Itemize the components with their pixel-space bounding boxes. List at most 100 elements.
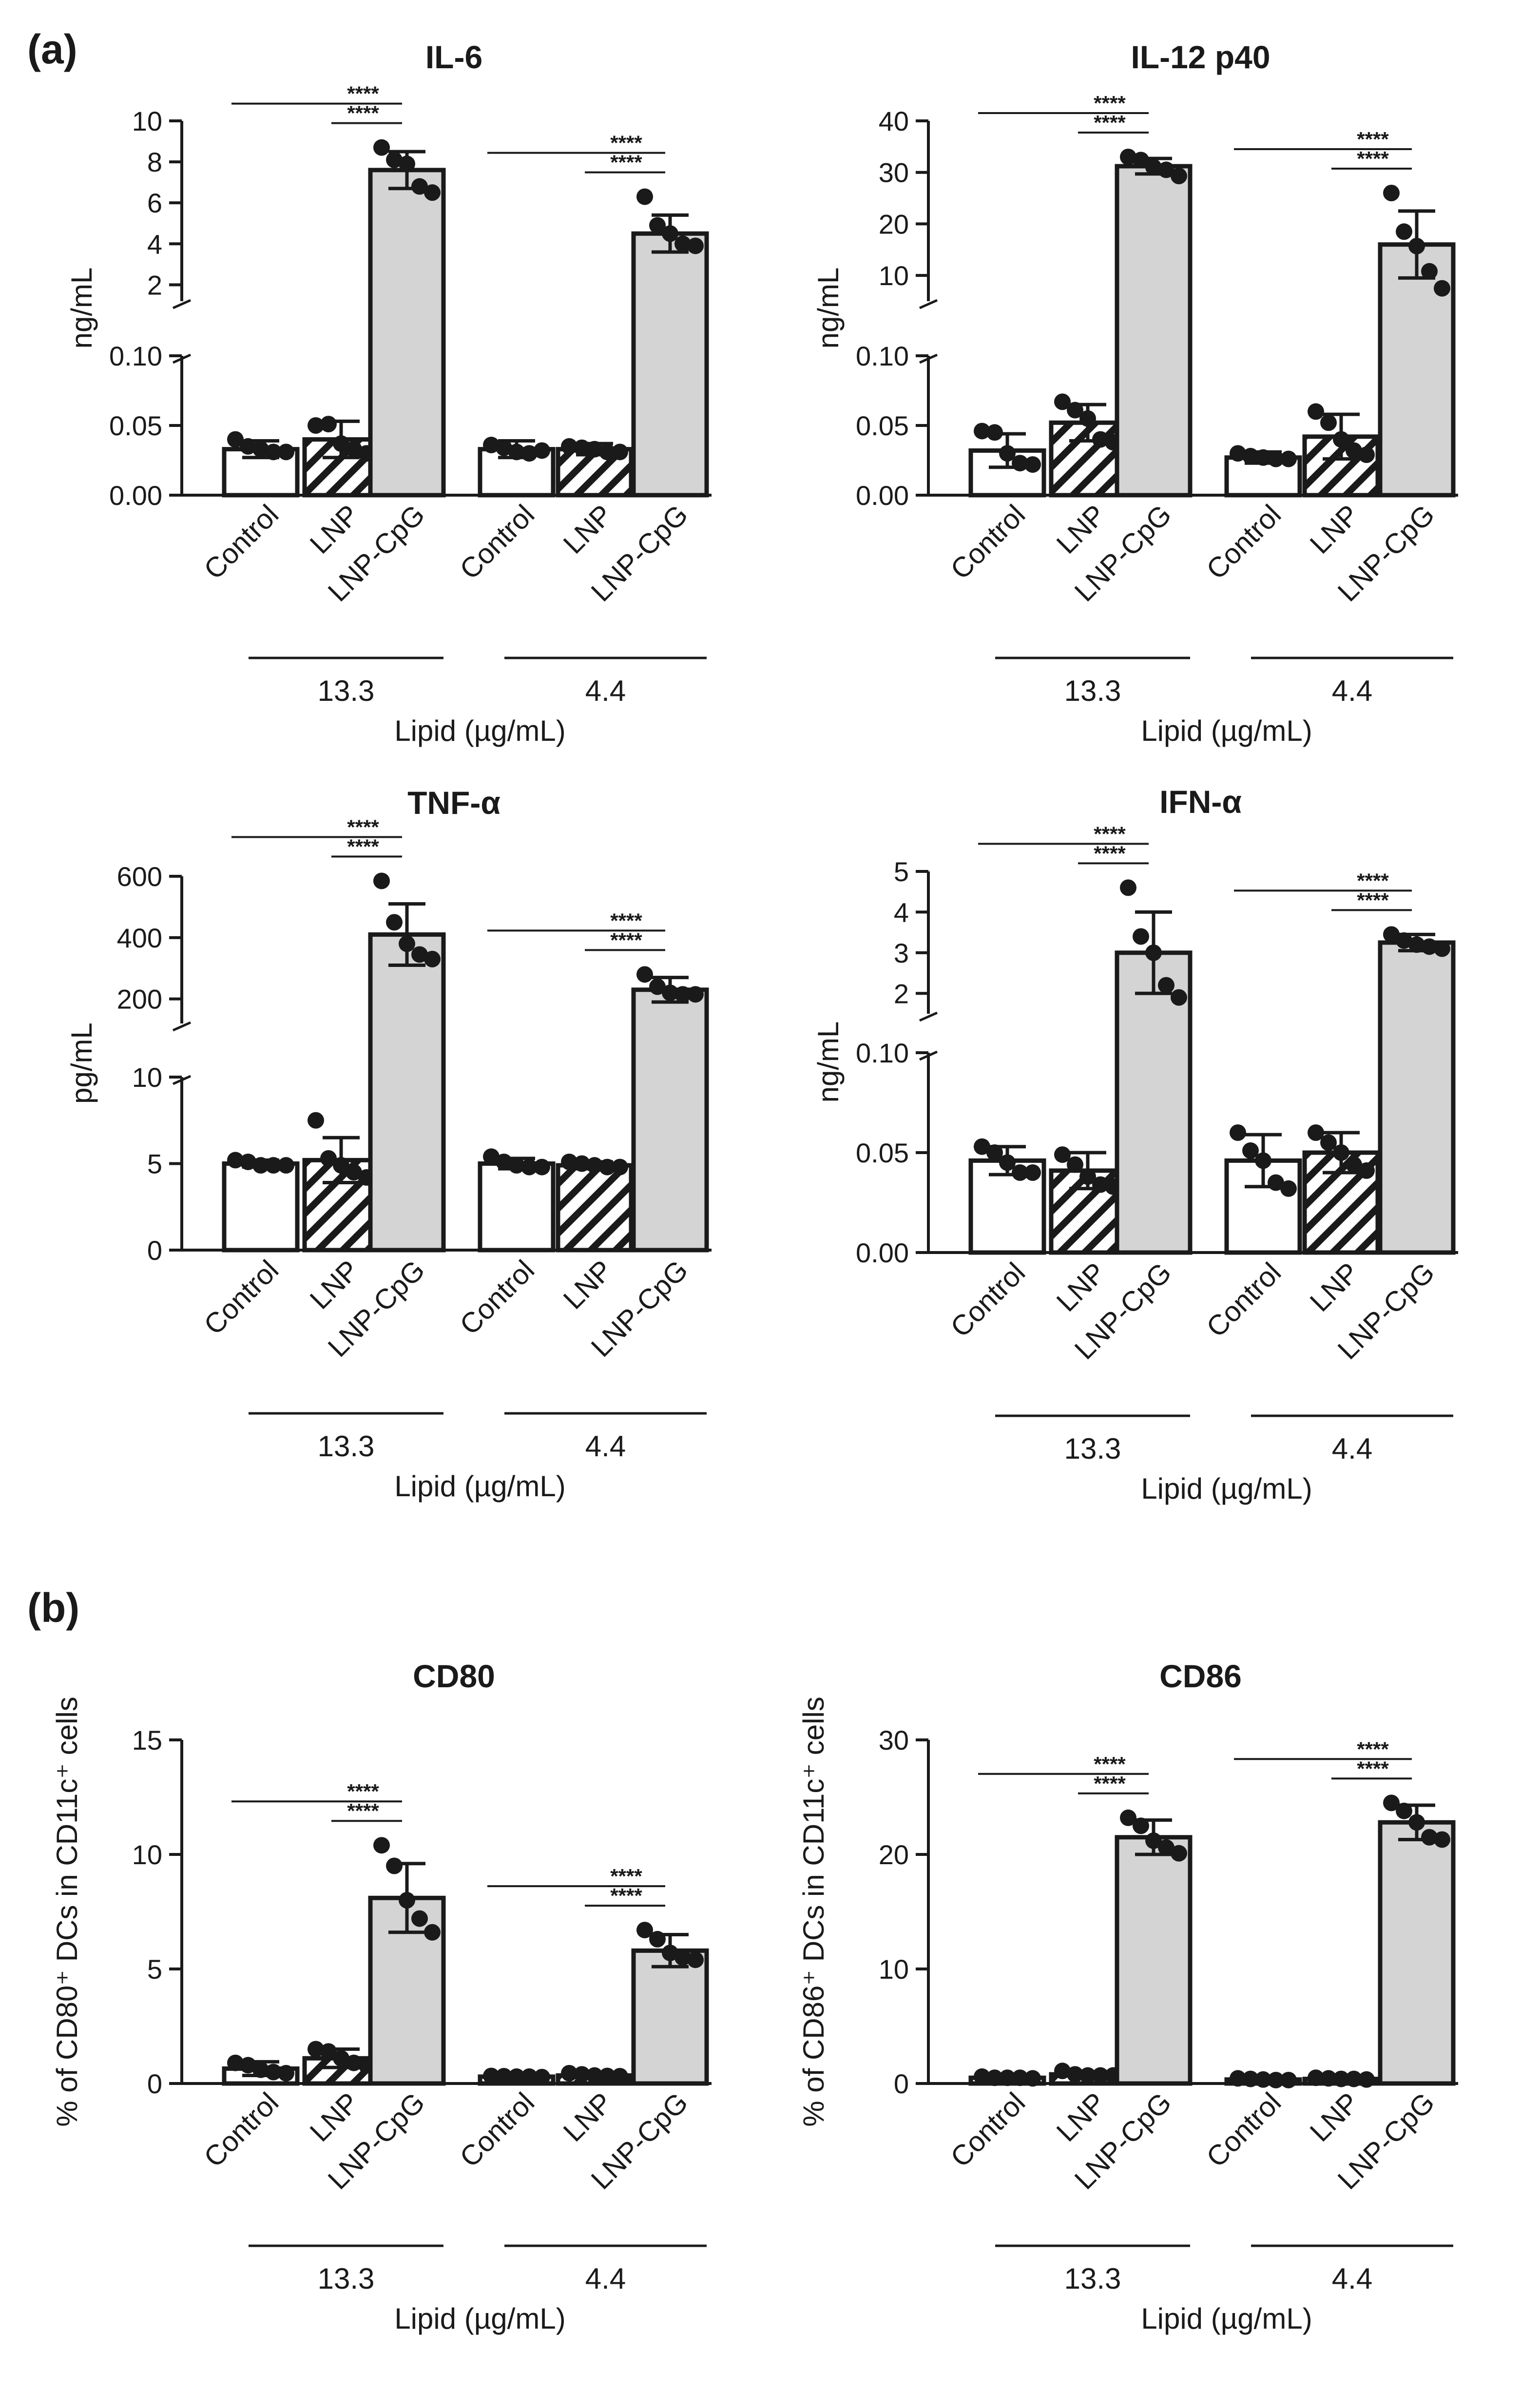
data-point [999, 2069, 1016, 2086]
data-point [1408, 936, 1425, 953]
data-point [1054, 2063, 1071, 2080]
data-point [1308, 1124, 1324, 1141]
data-point [1333, 431, 1349, 448]
group-label: 4.4 [1332, 1432, 1372, 1465]
data-point [265, 2064, 282, 2081]
y-tick-label: 3 [894, 938, 909, 968]
data-point [1346, 442, 1362, 459]
bar-lnp-cpg-g1 [1115, 164, 1193, 498]
panel-letter-b: (b) [27, 1585, 79, 1631]
data-point [1242, 2070, 1259, 2087]
significance-label: **** [1094, 92, 1126, 115]
significance-label: **** [1357, 888, 1389, 911]
data-point [1346, 1156, 1362, 1173]
data-point [662, 984, 678, 1002]
y-tick-label: 0 [894, 2068, 909, 2099]
data-point [346, 2054, 362, 2071]
data-point [1158, 161, 1174, 178]
y-tick-label: 400 [117, 923, 162, 953]
data-point [974, 2068, 990, 2085]
bar-lnp-cpg-g1 [368, 168, 446, 498]
data-point [240, 438, 256, 455]
bar-lnp-cpg-g2 [631, 1948, 709, 2086]
data-point [1396, 932, 1412, 949]
data-point [1255, 1152, 1271, 1169]
data-point [1092, 431, 1109, 448]
significance-label: **** [347, 82, 379, 105]
data-point [1120, 149, 1136, 165]
y-tick-label: 5 [894, 856, 909, 887]
data-point [1255, 449, 1271, 466]
y-tick-label: 15 [132, 1725, 162, 1755]
data-point [1242, 447, 1259, 464]
x-axis-title: Lipid (µg/mL) [394, 1470, 565, 1503]
data-point [1434, 940, 1450, 957]
group-label: 13.3 [318, 675, 375, 707]
data-point [574, 1155, 590, 1172]
data-point [1079, 2067, 1096, 2084]
data-point [674, 235, 691, 252]
data-point [674, 1949, 691, 1966]
y-tick-label: 0.10 [856, 1038, 909, 1068]
y-tick-label: 10 [879, 260, 909, 291]
x-category-label: LNP [557, 1254, 618, 1315]
data-point [483, 1148, 500, 1165]
data-point [240, 2057, 256, 2074]
x-category-label: Control [198, 2086, 285, 2173]
y-axis-title: % of CD80⁺ DCs in CD11c⁺ cells [51, 1697, 83, 2126]
bar-lnp-cpg-g2 [1378, 1820, 1456, 2086]
y-tick-label: 0 [147, 2068, 162, 2099]
data-point [649, 1930, 666, 1948]
data-point [1092, 2067, 1109, 2084]
data-point [346, 1164, 362, 1181]
data-point [1054, 1146, 1071, 1163]
data-point [386, 914, 403, 931]
data-point [424, 950, 441, 967]
y-tick-label: 200 [117, 984, 162, 1015]
data-point [649, 217, 666, 234]
group-label: 4.4 [585, 2262, 626, 2295]
y-tick-label: 10 [879, 1954, 909, 1985]
data-point [636, 966, 653, 983]
data-point [333, 435, 349, 452]
y-tick-label: 5 [147, 1954, 162, 1985]
x-category-label: LNP [557, 2086, 618, 2148]
bar-control-g1 [968, 448, 1046, 498]
data-point [1230, 445, 1246, 462]
data-point [252, 1157, 269, 1174]
data-point [561, 1153, 578, 1170]
data-point [1120, 1809, 1136, 1826]
x-category-label: Control [198, 1254, 285, 1341]
group-label: 13.3 [318, 1430, 375, 1463]
significance-label: **** [1357, 1737, 1389, 1760]
chart-5: CD86 0 10 20 30 % of CD86⁺ DCs in CD11c⁺ cell… [797, 1658, 1458, 2335]
y-tick-label: 0.00 [856, 480, 909, 511]
data-point [399, 1892, 415, 1909]
x-category-label: LNP [1304, 1256, 1365, 1318]
data-point [424, 184, 441, 201]
data-point [1024, 1164, 1041, 1181]
y-tick-label: 10 [132, 1839, 162, 1870]
bar-lnp-cpg-g2 [631, 231, 709, 498]
axis-break-mark [172, 1075, 192, 1085]
y-axis-title: ng/mL [812, 1022, 845, 1103]
y-tick-label: 0 [147, 1235, 162, 1266]
group-label: 4.4 [585, 1430, 626, 1463]
data-point [561, 438, 578, 455]
data-point [278, 2064, 294, 2082]
data-point [599, 1158, 616, 1176]
y-tick-label: 8 [147, 147, 162, 177]
chart-title: CD86 [1159, 1658, 1242, 1694]
data-point [1171, 1845, 1187, 1862]
data-point [586, 1157, 603, 1174]
y-tick-label: 600 [117, 861, 162, 892]
data-point [1079, 410, 1096, 427]
data-point [534, 2068, 550, 2085]
data-point [636, 188, 653, 205]
y-tick-label: 0.05 [856, 1138, 909, 1168]
data-point [1396, 1802, 1412, 1819]
x-axis-title: Lipid (µg/mL) [1141, 2302, 1312, 2335]
data-point [411, 1910, 428, 1927]
significance-label: **** [1094, 822, 1126, 845]
data-point [1024, 456, 1041, 473]
